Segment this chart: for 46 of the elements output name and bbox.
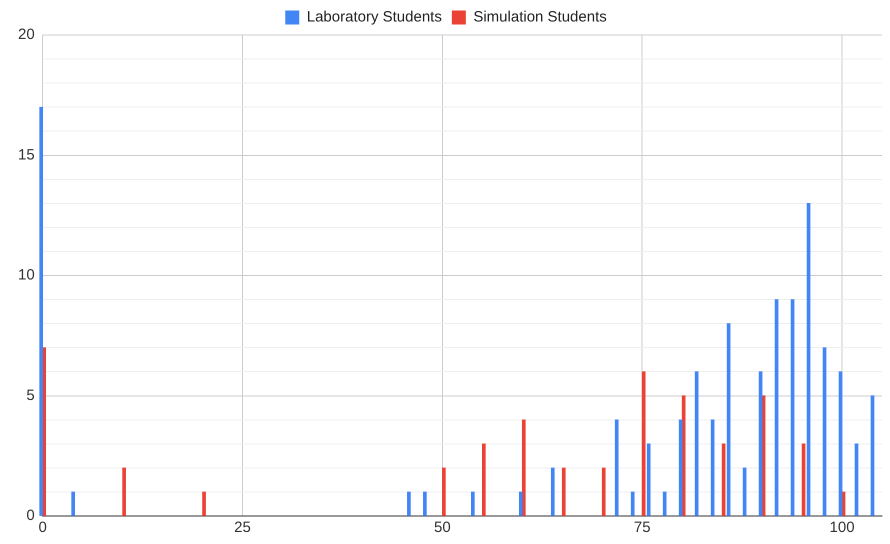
bar	[802, 444, 806, 516]
x-tick-label: 75	[634, 519, 651, 536]
bar	[854, 444, 858, 516]
bar	[758, 371, 762, 516]
bar	[202, 492, 206, 516]
bar	[646, 444, 651, 516]
bar	[423, 492, 427, 516]
bar	[662, 492, 667, 516]
y-tick-label: 5	[26, 386, 35, 404]
bar	[678, 419, 682, 516]
bar	[122, 468, 126, 516]
bar	[562, 468, 566, 516]
bar	[722, 444, 726, 516]
y-tick-label: 10	[18, 266, 35, 284]
x-tick-label: 50	[434, 519, 451, 536]
bar	[774, 299, 778, 516]
bar	[710, 419, 714, 516]
bar	[742, 468, 746, 516]
bar	[442, 468, 446, 516]
bar	[407, 492, 411, 516]
bar	[471, 492, 475, 516]
bar	[482, 444, 486, 516]
legend-label: Simulation Students	[473, 8, 607, 26]
y-tick-label: 15	[18, 146, 35, 164]
bar	[838, 371, 842, 516]
x-tick-label: 100	[830, 519, 855, 536]
bar	[602, 468, 606, 516]
x-tick-label: 0	[38, 519, 47, 536]
bar	[642, 371, 646, 516]
y-tick-label: 0	[26, 507, 35, 524]
bar	[614, 419, 619, 516]
bar	[790, 299, 794, 516]
bar	[550, 468, 555, 516]
bar	[71, 492, 75, 516]
bar	[522, 419, 526, 516]
bar	[694, 371, 698, 516]
x-tick-label: 25	[234, 519, 251, 536]
y-tick-label: 20	[18, 26, 35, 44]
bar	[726, 323, 730, 516]
bar	[870, 395, 874, 516]
legend-label: Laboratory Students	[306, 8, 442, 26]
bar	[39, 106, 44, 516]
bar	[518, 492, 523, 516]
bar	[630, 492, 635, 516]
bar	[822, 347, 826, 516]
bar	[806, 203, 810, 516]
